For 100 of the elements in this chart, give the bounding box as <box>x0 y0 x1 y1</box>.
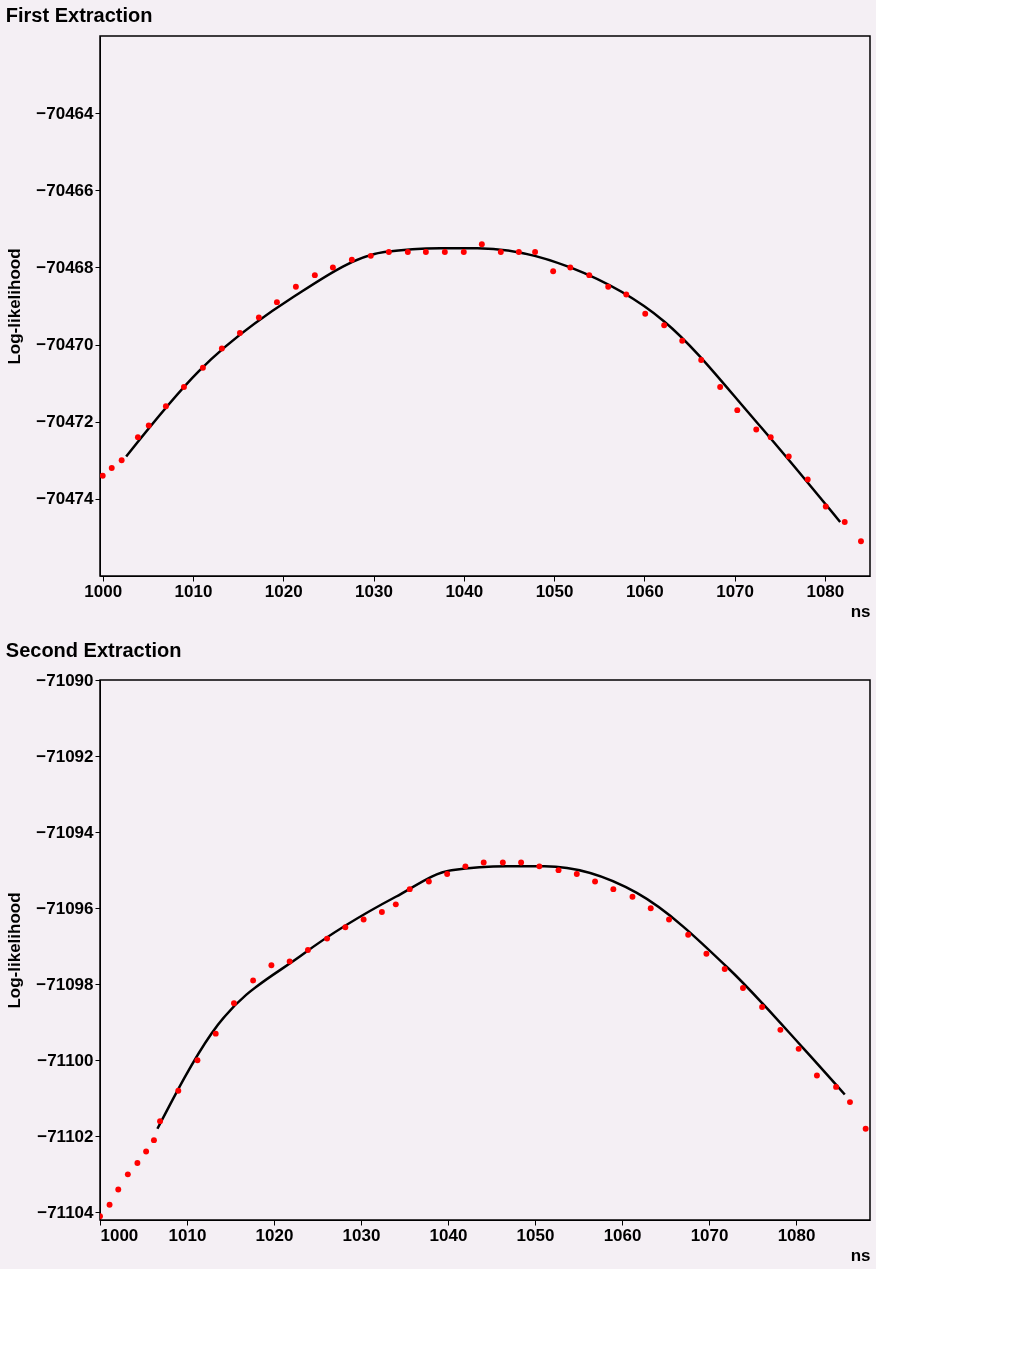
x-tick-label: 1040 <box>445 581 484 601</box>
point <box>134 1160 141 1166</box>
x-tick-label: 1070 <box>690 1225 729 1245</box>
point <box>642 310 649 317</box>
x-tick-label: 1060 <box>603 1225 642 1245</box>
point <box>499 859 506 866</box>
x-tick-label: 1030 <box>342 1225 381 1245</box>
point <box>292 283 299 290</box>
point <box>550 268 557 275</box>
point <box>767 434 774 441</box>
point <box>212 1030 219 1037</box>
point <box>218 345 225 352</box>
point <box>777 1026 784 1033</box>
point <box>515 249 522 255</box>
y-axis-title: Log-likelihood <box>5 892 25 1009</box>
point <box>348 256 355 263</box>
point <box>753 426 760 433</box>
point <box>573 870 580 877</box>
point <box>862 1125 869 1132</box>
point <box>268 962 275 969</box>
point <box>199 364 206 371</box>
y-axis-title: Log-likelihood <box>5 248 25 365</box>
point <box>822 503 829 510</box>
point <box>740 985 746 991</box>
point <box>286 958 293 965</box>
point <box>422 249 429 255</box>
x-tick-label: 1080 <box>806 581 845 601</box>
point <box>813 1072 820 1079</box>
point <box>462 863 469 870</box>
x-tick-label: 1000 <box>100 1225 139 1245</box>
point <box>841 519 848 525</box>
y-tick-label: −70474 <box>36 489 95 509</box>
point <box>404 249 411 255</box>
point <box>304 947 311 953</box>
x-tick-label: 1020 <box>255 1225 294 1245</box>
y-tick-label: −71100 <box>37 1050 94 1070</box>
y-tick-label: −71094 <box>36 822 95 842</box>
x-tick-label: 1010 <box>168 1225 207 1245</box>
point <box>623 291 630 298</box>
point <box>666 916 672 923</box>
point <box>647 905 654 912</box>
point <box>360 916 367 923</box>
point <box>145 422 152 429</box>
point <box>567 264 574 271</box>
point <box>180 384 187 390</box>
x-tick-label: 1030 <box>355 581 393 601</box>
x-tick-label: 1040 <box>429 1225 468 1245</box>
y-tick-label: −71098 <box>36 974 94 994</box>
point <box>661 322 668 329</box>
point <box>536 863 543 870</box>
point <box>858 538 864 545</box>
point <box>324 935 331 942</box>
x-tick-label: 1010 <box>174 581 213 601</box>
point <box>717 384 724 390</box>
point <box>134 434 141 441</box>
point <box>555 867 562 874</box>
x-tick-label: 1050 <box>516 1225 555 1245</box>
point <box>833 1083 840 1090</box>
y-tick-label: −71090 <box>36 670 94 690</box>
point <box>795 1045 802 1052</box>
point <box>194 1057 201 1064</box>
point <box>108 465 115 471</box>
point <box>605 283 612 290</box>
point <box>236 330 243 336</box>
point <box>406 886 413 893</box>
point <box>425 878 432 885</box>
point <box>703 950 710 957</box>
x-tick-label: 1020 <box>264 581 303 601</box>
x-tick-label: 1000 <box>84 581 123 601</box>
point <box>124 1171 131 1178</box>
point <box>311 272 318 279</box>
point <box>518 859 525 866</box>
point <box>698 357 705 363</box>
point <box>385 249 392 255</box>
point <box>255 314 262 321</box>
point <box>497 249 504 255</box>
x-tick-label: 1060 <box>625 581 664 601</box>
point <box>231 1000 237 1007</box>
point <box>150 1137 157 1144</box>
point <box>685 931 692 938</box>
point <box>118 457 125 464</box>
point <box>329 264 336 271</box>
point <box>106 1201 113 1208</box>
point <box>721 966 728 972</box>
y-tick-label: −70470 <box>36 335 94 355</box>
chart-title: Second Extraction <box>5 639 182 661</box>
point <box>157 1118 163 1125</box>
point <box>250 977 257 984</box>
point <box>679 337 686 344</box>
y-tick-label: −70464 <box>36 103 95 123</box>
point <box>115 1186 122 1193</box>
x-tick-label: 1050 <box>535 581 574 601</box>
y-tick-label: −71092 <box>36 746 94 766</box>
point <box>478 241 485 248</box>
x-tick-label: 1070 <box>716 581 755 601</box>
point <box>460 249 467 255</box>
point <box>444 870 451 877</box>
chart-title: First Extraction <box>5 4 153 26</box>
point <box>378 909 385 915</box>
point <box>759 1004 766 1010</box>
